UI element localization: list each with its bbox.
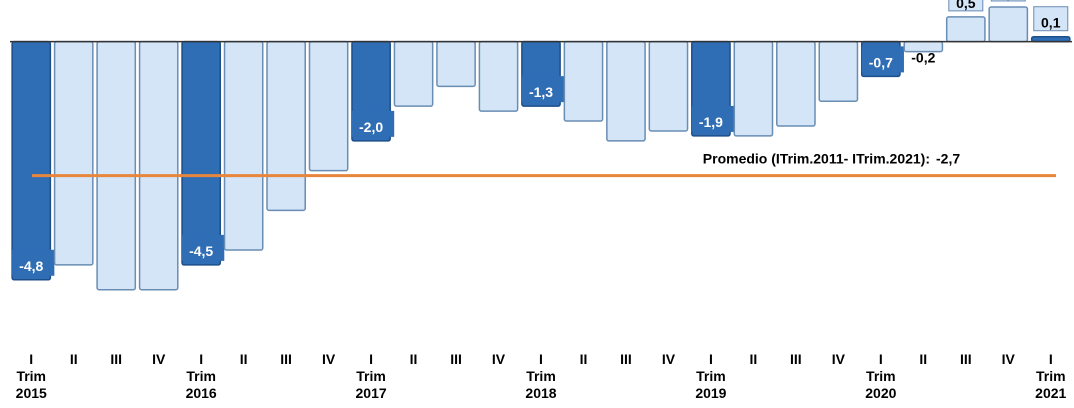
x-tick-label: III bbox=[110, 351, 122, 367]
x-tick-label: II bbox=[750, 351, 758, 367]
x-tick-label: IV bbox=[152, 351, 166, 367]
x-tick-label: IV bbox=[832, 351, 846, 367]
data-label: -4,5 bbox=[189, 243, 213, 259]
bar bbox=[266, 40, 306, 212]
data-label: -0,7 bbox=[869, 54, 893, 70]
label-box bbox=[948, 0, 984, 12]
bar bbox=[138, 40, 179, 291]
x-tick-label: I Trim 2018 bbox=[525, 351, 556, 401]
bar bbox=[393, 40, 434, 107]
x-tick-label: II bbox=[240, 351, 248, 367]
bar bbox=[223, 40, 264, 251]
bar bbox=[776, 40, 816, 127]
bar bbox=[945, 16, 986, 43]
x-tick-label: IV bbox=[662, 351, 676, 367]
data-label: -1,3 bbox=[529, 84, 553, 100]
label-box bbox=[521, 76, 565, 103]
x-tick-label: IV bbox=[492, 351, 506, 367]
bar bbox=[818, 40, 859, 102]
data-label: -4,8 bbox=[19, 258, 43, 274]
bar bbox=[988, 6, 1029, 43]
x-tick-label: III bbox=[790, 351, 802, 367]
label-box bbox=[861, 46, 904, 73]
bar bbox=[11, 40, 52, 281]
x-tick-label: I Trim 2015 bbox=[16, 351, 47, 401]
bar bbox=[308, 40, 349, 172]
x-tick-label: I Trim 2017 bbox=[356, 351, 387, 401]
bar bbox=[96, 40, 137, 291]
label-box bbox=[12, 249, 55, 276]
x-tick-label: II bbox=[410, 351, 418, 367]
bar bbox=[733, 40, 774, 137]
x-tick-label: I Trim 2020 bbox=[865, 351, 896, 401]
label-box bbox=[1033, 6, 1069, 32]
label-box bbox=[182, 234, 225, 261]
average-value: -2,7 bbox=[936, 151, 960, 167]
data-label: -0,2 bbox=[911, 50, 935, 66]
x-tick-label: IV bbox=[322, 351, 336, 367]
data-label: 0,1 bbox=[1041, 15, 1061, 31]
bar bbox=[563, 40, 604, 122]
data-label: -2,0 bbox=[359, 119, 383, 135]
label-box bbox=[351, 110, 395, 137]
data-label: 0,7 bbox=[999, 0, 1019, 1]
data-label: 0,5 bbox=[956, 0, 976, 11]
label-box bbox=[990, 0, 1026, 2]
x-tick-label: III bbox=[280, 351, 292, 367]
x-tick-label: II bbox=[70, 351, 78, 367]
x-tick-label: III bbox=[960, 351, 972, 367]
x-tick-label: III bbox=[450, 351, 462, 367]
x-tick-label: II bbox=[919, 351, 927, 367]
average-label: Promedio (ITrim.2011- ITrim.2021): bbox=[703, 151, 930, 167]
x-tick-label: II bbox=[580, 351, 588, 367]
label-box bbox=[691, 105, 735, 132]
x-tick-label: III bbox=[620, 351, 632, 367]
x-tick-label: IV bbox=[1002, 351, 1016, 367]
x-tick-label: I Trim 2016 bbox=[186, 351, 217, 401]
data-label: -1,9 bbox=[699, 114, 723, 130]
x-tick-label: I Trim 2019 bbox=[695, 351, 726, 401]
bar bbox=[478, 40, 519, 112]
bar bbox=[648, 40, 689, 132]
x-tick-label: I Trim 2021 bbox=[1035, 351, 1066, 401]
bar bbox=[606, 40, 646, 142]
bar bbox=[181, 40, 222, 266]
bar bbox=[436, 40, 476, 88]
bar bbox=[53, 40, 94, 266]
